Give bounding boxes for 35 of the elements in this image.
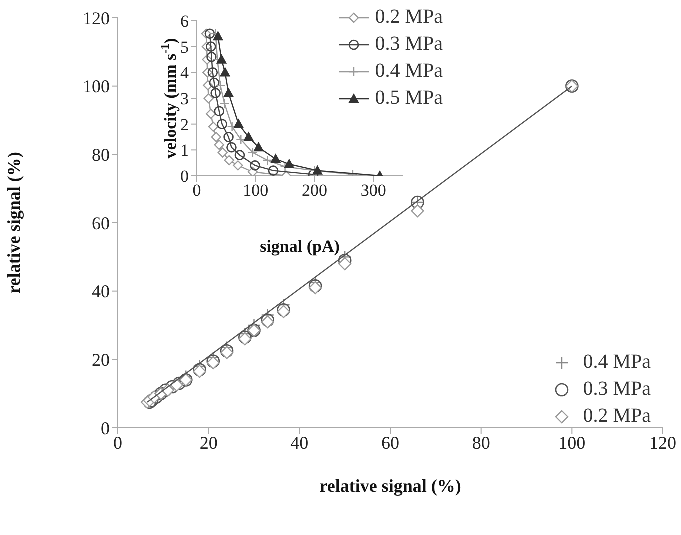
y-tick-label: 3 bbox=[180, 90, 189, 109]
y-tick-label: 1 bbox=[180, 141, 189, 160]
x-tick-label: 100 bbox=[558, 432, 586, 453]
y-tick-label: 4 bbox=[180, 64, 190, 83]
y-tick-label: 80 bbox=[92, 145, 110, 166]
x-tick-label: 200 bbox=[302, 181, 328, 200]
legend-label: 0.4 MPa bbox=[583, 350, 651, 375]
x-tick-label: 120 bbox=[650, 432, 676, 453]
y-tick-label: 40 bbox=[92, 282, 110, 302]
x-axis-title: relative signal (%) bbox=[320, 476, 462, 496]
x-tick-label: 0 bbox=[192, 181, 202, 200]
x-tick-label: 80 bbox=[472, 432, 490, 453]
y-tick-label: 0 bbox=[180, 167, 189, 186]
x-tick-label: 0 bbox=[114, 432, 122, 453]
legend-label: 0.3 MPa bbox=[583, 377, 651, 402]
y-tick-label: 100 bbox=[83, 76, 110, 97]
y-tick-label: 6 bbox=[180, 12, 189, 32]
y-tick-label: 0 bbox=[101, 418, 110, 438]
y-tick-label: 20 bbox=[92, 350, 110, 370]
legend-label: 0.3 MPa bbox=[375, 32, 443, 57]
legend-label: 0.2 MPa bbox=[375, 5, 443, 30]
x-tick-label: 300 bbox=[360, 181, 386, 200]
y-tick-label: 60 bbox=[92, 213, 110, 234]
y-axis-title: relative signal (%) bbox=[4, 152, 24, 294]
x-tick-label: 60 bbox=[382, 432, 400, 453]
y-tick-label: 120 bbox=[83, 8, 110, 28]
legend-label: 0.5 MPa bbox=[375, 86, 443, 111]
legend-label: 0.2 MPa bbox=[583, 404, 651, 429]
x-axis-title: signal (pA) bbox=[260, 237, 340, 256]
x-tick-label: 20 bbox=[200, 432, 218, 453]
y-tick-label: 5 bbox=[180, 38, 189, 57]
x-tick-label: 100 bbox=[243, 181, 269, 200]
legend-label: 0.4 MPa bbox=[375, 59, 443, 84]
y-tick-label: 2 bbox=[180, 115, 189, 134]
x-tick-label: 40 bbox=[290, 432, 309, 453]
